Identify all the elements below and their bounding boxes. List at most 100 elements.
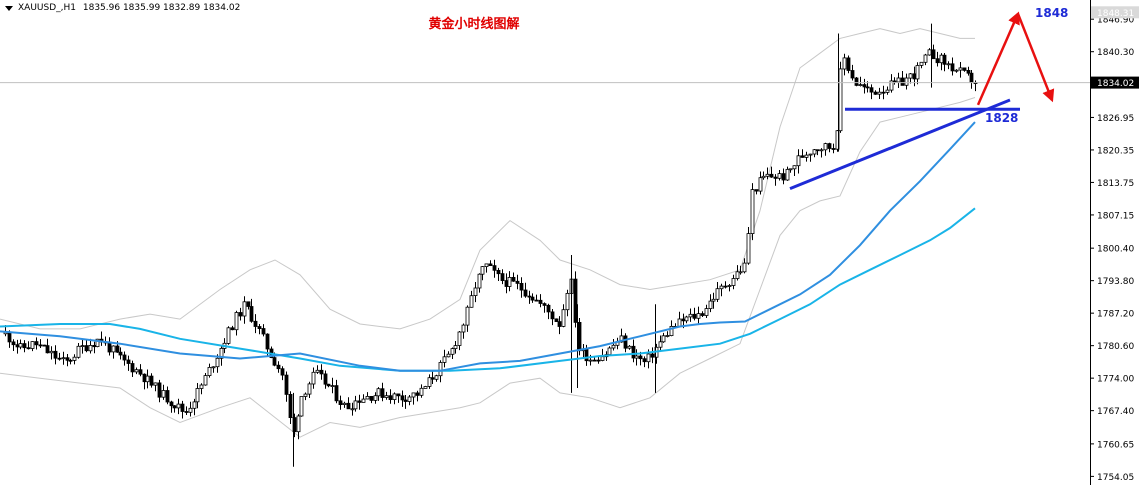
candle-body (442, 356, 447, 363)
candle-body (915, 65, 920, 80)
candle-body (396, 393, 401, 397)
candle-body (742, 262, 747, 273)
candle-body (480, 266, 485, 275)
y-tick-label: 1754.05 (1097, 473, 1134, 483)
candle-body (26, 347, 31, 350)
candle-body (118, 351, 123, 356)
y-tick-label: 1780.60 (1097, 342, 1134, 352)
ohlc-values: 1835.96 1835.99 1832.89 1834.02 (82, 3, 241, 13)
candle-body (142, 373, 147, 383)
candle-body (353, 400, 358, 410)
candle-body (369, 395, 374, 401)
candle-body (473, 287, 478, 296)
candle-body (484, 263, 489, 267)
candle-body (376, 388, 381, 397)
candle-body (242, 301, 247, 317)
candle-body (76, 345, 81, 358)
candle-body (203, 375, 208, 386)
candle-body (511, 276, 516, 282)
candle-body (530, 296, 535, 301)
y-tick-label: 1787.20 (1097, 310, 1134, 320)
candle-body (195, 388, 200, 403)
candle-body (65, 357, 70, 361)
moving-average-fast (0, 121, 976, 372)
candle-body (812, 149, 817, 155)
candle-body (785, 168, 790, 181)
candle-body (696, 313, 701, 319)
candle-body (804, 154, 809, 158)
candle-body (18, 343, 23, 348)
candle-body (192, 401, 197, 409)
candle-body (669, 325, 674, 336)
candle-body (554, 318, 559, 322)
candle-body (161, 390, 166, 398)
moving-average-slow (0, 207, 976, 372)
candle-body (342, 402, 347, 405)
candle-body (500, 273, 505, 282)
candle-body (527, 295, 532, 298)
candle-body (165, 390, 170, 403)
candle-body (319, 369, 324, 375)
y-tick-label: 1774.00 (1097, 375, 1134, 385)
candle-body (138, 369, 143, 375)
candle-body (681, 318, 686, 322)
candle-body (219, 347, 224, 359)
candle-body (68, 359, 73, 362)
candle-body (257, 326, 262, 329)
candle-body (650, 353, 655, 358)
candle-body (22, 343, 27, 349)
candle-body (130, 363, 135, 373)
candle-body (357, 400, 362, 403)
candle-body (904, 77, 909, 86)
candle-body (592, 359, 597, 362)
candle-body (507, 276, 512, 287)
candle-body (461, 324, 466, 333)
chart-menu-triangle-icon[interactable] (5, 6, 13, 11)
moving-averages-layer (0, 82, 1090, 372)
symbol-timeframe: XAUUSD_,H1 (18, 3, 76, 13)
candle-body (873, 91, 878, 95)
candle-body (588, 359, 593, 362)
candle-body (519, 282, 524, 291)
candle-body (115, 345, 120, 353)
candle-body (296, 415, 301, 433)
candle-body (496, 269, 501, 275)
candle-body (400, 395, 405, 401)
candle-body (711, 298, 716, 302)
candle-body (515, 280, 520, 284)
candle-body (453, 345, 458, 350)
candle-body (407, 396, 412, 402)
candle-body (280, 368, 285, 376)
candle-body (149, 375, 154, 386)
candle-body (738, 271, 743, 274)
candle-body (384, 395, 389, 398)
candle-body (700, 313, 705, 316)
candle-body (523, 289, 528, 297)
candle-body (819, 149, 824, 152)
candle-body (769, 173, 774, 178)
candle-body (850, 70, 855, 79)
drawn-lines-layer[interactable]: 1848 1828 (789, 6, 1068, 190)
candle-body (946, 63, 951, 66)
candle-body (126, 359, 131, 364)
candle-body (80, 345, 85, 348)
candle-body (446, 353, 451, 358)
candle-body (57, 357, 62, 360)
candle-body (53, 350, 58, 359)
candle-body (315, 369, 320, 373)
candle-body (665, 335, 670, 337)
candle-body (169, 401, 174, 407)
candle-body (61, 357, 66, 360)
candle-body (927, 49, 932, 56)
candle-body (299, 396, 304, 417)
candle-body (403, 399, 408, 402)
bollinger-lower-band (0, 97, 976, 438)
candle-body (596, 359, 601, 362)
candle-body (234, 312, 239, 331)
candle-body (896, 77, 901, 83)
candle-body (272, 357, 277, 366)
candle-body (735, 271, 740, 279)
top-price-box (1091, 6, 1139, 19)
